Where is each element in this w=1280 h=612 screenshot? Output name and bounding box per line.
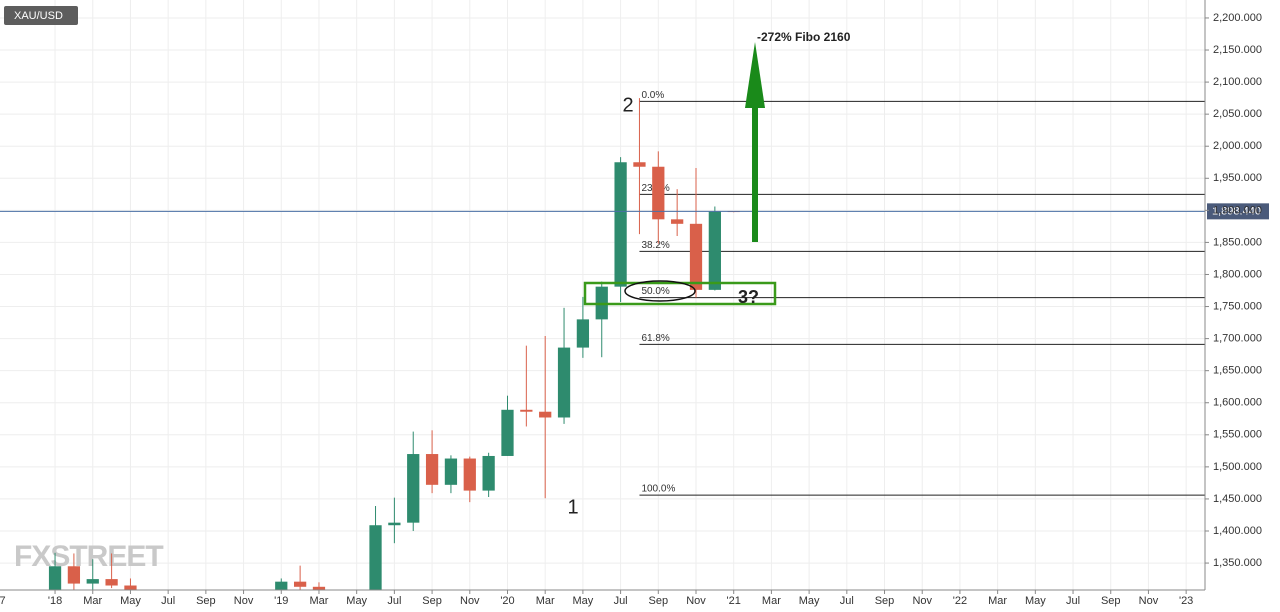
- last-price-label: 1,898.440: [1212, 205, 1261, 217]
- x-tick-label: Sep: [196, 595, 216, 607]
- y-tick-label: 2,050.000: [1213, 108, 1262, 120]
- y-tick-label: 1,900.000: [1213, 204, 1262, 216]
- y-tick-label: 1,950.000: [1213, 172, 1262, 184]
- candle-body: [312, 586, 326, 590]
- x-tick-label: Jul: [161, 595, 175, 607]
- x-tick-label: Mar: [309, 595, 328, 607]
- symbol-badge: [4, 6, 78, 25]
- x-tick-label: May: [120, 595, 141, 607]
- x-tick-label: May: [799, 595, 820, 607]
- circle-marker: [624, 280, 696, 302]
- y-tick-label: 2,200.000: [1213, 12, 1262, 24]
- candle-body: [708, 211, 721, 290]
- candle-body: [388, 522, 401, 526]
- x-tick-label: Nov: [1139, 595, 1159, 607]
- x-tick-label: Mar: [536, 595, 555, 607]
- candle-body: [614, 162, 627, 287]
- x-tick-label: '17: [0, 595, 6, 607]
- y-tick-label: 1,750.000: [1213, 300, 1262, 312]
- wave-label: 2: [622, 94, 633, 116]
- candle-body: [633, 162, 646, 167]
- y-tick-label: 1,500.000: [1213, 461, 1262, 473]
- candle-body: [689, 223, 703, 290]
- x-tick-label: Sep: [1101, 595, 1121, 607]
- x-tick-label: Nov: [460, 595, 480, 607]
- candle-body: [652, 166, 665, 220]
- candle-body: [124, 585, 137, 590]
- candle-body: [48, 566, 62, 590]
- price-line: 1,898.440: [0, 203, 1269, 220]
- candle-body: [444, 458, 458, 485]
- x-tick-label: Jul: [387, 595, 401, 607]
- y-tick-label: 1,800.000: [1213, 268, 1262, 280]
- x-tick-label: Mar: [83, 595, 102, 607]
- x-tick-label: Nov: [912, 595, 932, 607]
- x-tick-label: May: [573, 595, 594, 607]
- candle-body: [463, 458, 476, 491]
- x-tick-label: '19: [274, 595, 288, 607]
- arrow-head: [745, 42, 765, 108]
- x-tick-label: May: [346, 595, 367, 607]
- y-tick-label: 1,400.000: [1213, 525, 1262, 537]
- fib-retracement: 0.0%23.6%38.2%50.0%61.8%100.0%: [639, 90, 1205, 496]
- candle-body: [86, 579, 99, 584]
- x-tick-label: Nov: [234, 595, 254, 607]
- candle-body: [369, 525, 382, 590]
- x-tick-label: '20: [500, 595, 514, 607]
- candle-body: [425, 454, 439, 485]
- x-tick-label: '21: [727, 595, 741, 607]
- y-tick-label: 2,150.000: [1213, 44, 1262, 56]
- y-tick-label: 1,350.000: [1213, 557, 1262, 569]
- candles: [48, 98, 740, 590]
- target-annotation: -272% Fibo 2160: [757, 30, 851, 44]
- x-tick-label: Jul: [614, 595, 628, 607]
- chart-title: XAU/USD: [14, 10, 63, 22]
- x-tick-label: '18: [48, 595, 62, 607]
- candle-body: [539, 411, 552, 418]
- y-tick-label: 1,850.000: [1213, 236, 1262, 248]
- x-tick-label: Mar: [988, 595, 1007, 607]
- wave-label: 3?: [738, 287, 759, 307]
- x-tick-label: Mar: [762, 595, 781, 607]
- x-tick-label: '23: [1179, 595, 1193, 607]
- y-tick-label: 2,000.000: [1213, 140, 1262, 152]
- y-tick-label: 1,600.000: [1213, 397, 1262, 409]
- grid: [0, 0, 1205, 590]
- x-tick-label: Jul: [840, 595, 854, 607]
- fib-label: 38.2%: [641, 240, 669, 251]
- x-tick-label: Sep: [422, 595, 442, 607]
- candle-body: [105, 579, 118, 586]
- fib-label: 50.0%: [641, 286, 669, 297]
- x-tick-label: Sep: [649, 595, 669, 607]
- y-tick-label: 1,450.000: [1213, 493, 1262, 505]
- candle-body: [671, 219, 684, 224]
- wave-label: 1: [567, 496, 578, 518]
- x-tick-label: Sep: [875, 595, 895, 607]
- candle-body: [293, 581, 307, 587]
- y-tick-label: 1,550.000: [1213, 429, 1262, 441]
- fib-label: 0.0%: [641, 90, 664, 101]
- fib-label: 100.0%: [641, 484, 675, 495]
- candle-body: [275, 581, 288, 590]
- x-tick-label: Jul: [1066, 595, 1080, 607]
- x-tick-label: '22: [953, 595, 967, 607]
- candle-body: [67, 566, 81, 584]
- candle-body: [557, 347, 571, 418]
- x-tick-label: Nov: [686, 595, 706, 607]
- candle-body: [501, 409, 514, 456]
- candle-body: [407, 454, 420, 523]
- y-tick-label: 1,650.000: [1213, 365, 1262, 377]
- last-price-badge: [1207, 203, 1269, 220]
- watermark: FXSTREET: [14, 540, 163, 573]
- fib-label: 61.8%: [641, 333, 669, 344]
- x-tick-label: May: [1025, 595, 1046, 607]
- candle-body: [520, 409, 533, 412]
- y-tick-label: 2,100.000: [1213, 76, 1262, 88]
- y-tick-label: 1,700.000: [1213, 333, 1262, 345]
- candle-body: [482, 455, 495, 491]
- candle-body: [576, 319, 590, 348]
